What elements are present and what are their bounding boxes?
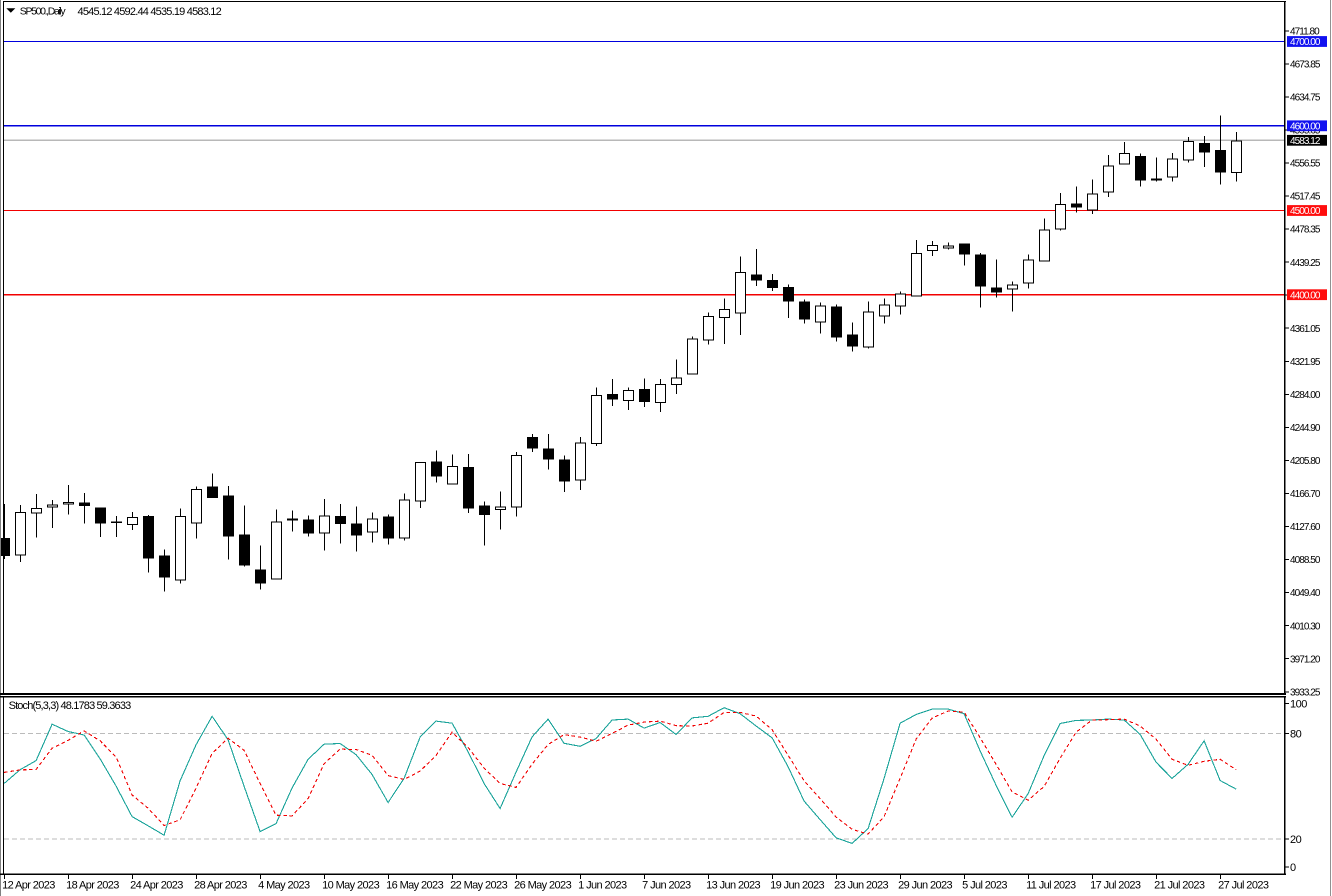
svg-text:4478.35: 4478.35: [1290, 225, 1321, 236]
svg-text:Stoch(5,3,3) 48.1783 59.3633: Stoch(5,3,3) 48.1783 59.3633: [9, 700, 131, 712]
svg-text:4583.12: 4583.12: [1290, 136, 1321, 147]
svg-text:17 Jul 2023: 17 Jul 2023: [1090, 880, 1141, 892]
svg-text:12 Apr 2023: 12 Apr 2023: [2, 880, 55, 892]
svg-text:4673.85: 4673.85: [1290, 59, 1321, 70]
svg-text:4600.00: 4600.00: [1290, 121, 1321, 132]
svg-text:4321.95: 4321.95: [1290, 357, 1321, 368]
svg-text:1 Jun 2023: 1 Jun 2023: [578, 880, 627, 892]
svg-text:0: 0: [1290, 862, 1296, 874]
svg-text:4049.40: 4049.40: [1290, 588, 1321, 599]
svg-text:4088.50: 4088.50: [1290, 555, 1321, 566]
svg-text:4634.75: 4634.75: [1290, 93, 1321, 104]
svg-text:4400.00: 4400.00: [1290, 290, 1321, 301]
svg-text:13 Jun 2023: 13 Jun 2023: [706, 880, 760, 892]
svg-text:SP500.,Daily: SP500.,Daily: [20, 6, 67, 18]
svg-text:28 Apr 2023: 28 Apr 2023: [194, 880, 247, 892]
svg-text:29 Jun 2023: 29 Jun 2023: [898, 880, 952, 892]
svg-text:5 Jul 2023: 5 Jul 2023: [962, 880, 1007, 892]
svg-text:4711.80: 4711.80: [1290, 26, 1320, 37]
svg-text:10 May 2023: 10 May 2023: [322, 880, 379, 892]
svg-text:18 Apr 2023: 18 Apr 2023: [66, 880, 119, 892]
svg-text:11 Jul 2023: 11 Jul 2023: [1026, 880, 1076, 892]
svg-text:24 Apr 2023: 24 Apr 2023: [130, 880, 183, 892]
svg-text:27 Jul 2023: 27 Jul 2023: [1218, 880, 1269, 892]
svg-text:20: 20: [1290, 834, 1302, 846]
svg-text:4205.80: 4205.80: [1290, 456, 1321, 467]
svg-text:80: 80: [1290, 728, 1302, 740]
svg-text:16 May 2023: 16 May 2023: [386, 880, 443, 892]
svg-text:4244.90: 4244.90: [1290, 423, 1321, 434]
svg-text:3933.25: 3933.25: [1290, 687, 1321, 698]
svg-text:4010.30: 4010.30: [1290, 621, 1321, 632]
svg-text:21 Jul 2023: 21 Jul 2023: [1154, 880, 1205, 892]
svg-text:4545.12 4592.44 4535.19 4583.1: 4545.12 4592.44 4535.19 4583.12: [78, 6, 222, 18]
svg-text:22 May 2023: 22 May 2023: [450, 880, 507, 892]
svg-text:26 May 2023: 26 May 2023: [514, 880, 571, 892]
svg-text:3971.20: 3971.20: [1290, 654, 1321, 665]
svg-text:4284.00: 4284.00: [1290, 390, 1321, 401]
svg-text:4361.05: 4361.05: [1290, 324, 1321, 335]
svg-text:4439.25: 4439.25: [1290, 258, 1321, 269]
svg-text:100: 100: [1290, 699, 1307, 711]
svg-text:4517.45: 4517.45: [1290, 192, 1321, 203]
svg-text:4700.00: 4700.00: [1290, 37, 1321, 48]
svg-text:4166.70: 4166.70: [1290, 489, 1321, 500]
svg-text:4 May 2023: 4 May 2023: [258, 880, 310, 892]
svg-text:19 Jun 2023: 19 Jun 2023: [770, 880, 824, 892]
svg-text:7 Jun 2023: 7 Jun 2023: [642, 880, 691, 892]
svg-text:4556.55: 4556.55: [1290, 159, 1321, 170]
svg-text:4127.60: 4127.60: [1290, 522, 1321, 533]
svg-text:23 Jun 2023: 23 Jun 2023: [834, 880, 888, 892]
svg-text:4500.00: 4500.00: [1290, 206, 1321, 217]
